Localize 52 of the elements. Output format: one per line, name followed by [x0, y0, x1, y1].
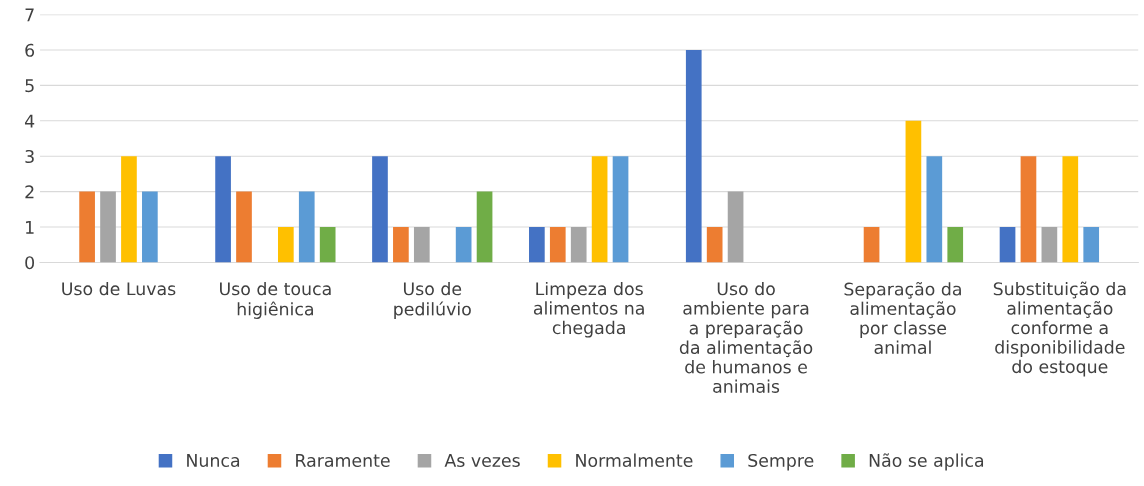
bar	[277, 227, 294, 263]
x-tick-label: Uso do ambiente para a preparação da alimentação de humanos e animais	[679, 281, 813, 393]
bar	[215, 156, 231, 263]
y-tick-label: 1	[26, 220, 34, 234]
bar	[455, 227, 472, 263]
legend-label: Raramente	[296, 454, 390, 468]
bar	[905, 120, 922, 263]
bar	[372, 156, 388, 263]
bar	[236, 191, 252, 263]
bar	[1062, 156, 1079, 263]
bar	[727, 191, 744, 263]
x-tick-label: Substituição da alimentação conforme a disponibilidade do estoque	[993, 281, 1126, 377]
bar	[706, 227, 723, 263]
bar	[926, 156, 943, 263]
legend-label: Normalmente	[576, 453, 693, 468]
y-tick-label: 3	[25, 149, 34, 164]
bar	[79, 191, 95, 263]
bar	[947, 227, 964, 263]
y-tick-label: 2	[25, 185, 34, 199]
bar	[319, 227, 336, 263]
y-tick-label: 7	[25, 8, 34, 22]
x-tick-label: Limpeza dos alimentos na chegada	[533, 281, 644, 338]
bar	[142, 191, 158, 263]
bar	[612, 156, 629, 263]
y-tick-label: 4	[24, 114, 35, 128]
legend-label: As vezes	[444, 454, 520, 468]
x-tick-label: Separação da alimentação por classe animal	[844, 281, 961, 354]
x-tick-label: Uso de touca higiênica	[220, 281, 331, 319]
bar	[549, 227, 566, 263]
bar	[570, 227, 587, 263]
y-tick-label: 6	[25, 43, 35, 57]
x-tick-label: Uso de pedilúvio	[394, 281, 471, 319]
bar	[121, 156, 137, 263]
bar	[1020, 156, 1037, 263]
legend-label: Não se aplica	[869, 453, 984, 471]
bar	[100, 191, 116, 263]
bar	[476, 191, 493, 263]
bar	[298, 191, 315, 263]
bar	[413, 227, 430, 263]
y-tick-label: 0	[25, 256, 35, 270]
bar	[393, 227, 409, 263]
x-tick-label: Uso de Luvas	[62, 281, 176, 296]
bar	[591, 156, 608, 263]
bar	[1083, 227, 1100, 263]
y-tick-label: 5	[25, 79, 34, 93]
bar	[863, 227, 880, 263]
bar	[1041, 227, 1058, 263]
legend-label: Nunca	[187, 454, 240, 468]
bar	[529, 227, 545, 263]
bar	[685, 49, 702, 263]
legend-label: Sempre	[748, 453, 814, 471]
bar	[999, 227, 1016, 263]
